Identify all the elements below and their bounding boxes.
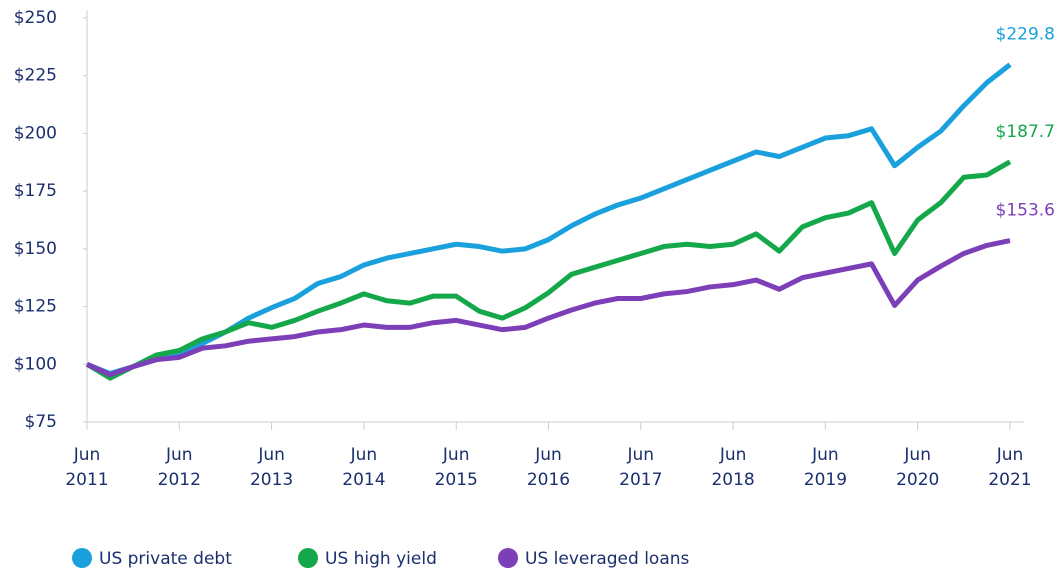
x-tick-label-part: 2013 — [250, 470, 293, 490]
x-tick-label-part: Jun — [442, 445, 470, 465]
x-tick-label-part: Jun — [165, 445, 193, 465]
x-tick-label: Jun 2016 — [527, 445, 570, 490]
data-label: $187.7 — [996, 122, 1055, 142]
x-tick-label-part: 2015 — [435, 470, 478, 490]
x-tick-label: Jun 2011 — [65, 445, 108, 490]
x-tick-label-part: 2014 — [342, 470, 385, 490]
x-tick-label-part: 2018 — [711, 470, 754, 490]
x-tick-label: Jun 2014 — [342, 445, 385, 490]
legend-swatch — [298, 548, 318, 568]
x-tick-label-part: 2019 — [804, 470, 847, 490]
series-line — [85, 159, 1012, 381]
x-tick-label: Jun 2017 — [619, 445, 662, 490]
y-tick-label: $100 — [14, 354, 57, 374]
x-tick-label-part: 2012 — [158, 470, 201, 490]
legend-swatch — [72, 548, 92, 568]
x-tick-label-part: Jun — [811, 445, 839, 465]
x-tick-label: Jun 2021 — [988, 445, 1031, 490]
x-tick-label: Jun 2018 — [711, 445, 754, 490]
x-tick-label-part: Jun — [903, 445, 931, 465]
y-tick-label: $125 — [14, 297, 57, 317]
x-tick-label-part: 2011 — [65, 470, 108, 490]
x-tick-label: Jun 2019 — [804, 445, 847, 490]
x-tick-label-part: 2021 — [988, 470, 1031, 490]
data-label: $153.6 — [996, 201, 1055, 221]
y-tick-label: $150 — [14, 239, 57, 259]
x-tick-label-part: 2017 — [619, 470, 662, 490]
x-tick-label: Jun 2013 — [250, 445, 293, 490]
legend-label: US leveraged loans — [525, 549, 690, 569]
y-tick-label: $200 — [14, 123, 57, 143]
x-tick-label-part: Jun — [73, 445, 101, 465]
x-tick-label-part: Jun — [996, 445, 1024, 465]
x-tick-label-part: Jun — [719, 445, 747, 465]
y-tick-label: $75 — [25, 412, 57, 432]
series-line — [85, 238, 1011, 378]
x-tick-label-part: Jun — [257, 445, 285, 465]
x-tick-label: Jun 2020 — [896, 445, 939, 490]
legend-label: US private debt — [99, 549, 232, 569]
x-tick-label-part: 2016 — [527, 470, 570, 490]
x-tick-label-part: Jun — [627, 445, 655, 465]
x-tick-label: Jun 2015 — [435, 445, 478, 490]
x-tick-label: Jun 2012 — [158, 445, 201, 490]
series-line — [86, 62, 1012, 377]
y-tick-label: $175 — [14, 181, 57, 201]
y-tick-label: $225 — [14, 66, 57, 86]
legend-label: US high yield — [325, 549, 437, 569]
x-tick-label-part: Jun — [534, 445, 562, 465]
y-tick-label: $250 — [14, 8, 57, 28]
data-label: $229.8 — [996, 25, 1055, 45]
legend-swatch — [498, 548, 518, 568]
x-tick-label-part: Jun — [350, 445, 378, 465]
x-tick-label-part: 2020 — [896, 470, 939, 490]
